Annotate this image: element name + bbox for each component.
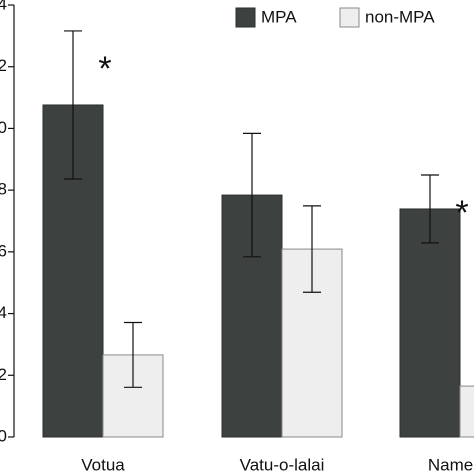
x-tick-label: Namena [428, 455, 474, 474]
bar [459, 385, 474, 438]
legend-label: non-MPA [365, 7, 435, 26]
y-tick-label: 0 [0, 426, 7, 445]
y-tick-label: 2 [0, 56, 7, 75]
bar [399, 208, 461, 438]
y-tick-label: 4 [0, 0, 7, 13]
error-bar [243, 132, 261, 258]
legend-swatch [339, 7, 360, 28]
error-bar [64, 30, 82, 180]
significance-star: * [455, 194, 468, 232]
significance-star: * [98, 50, 111, 88]
y-tick-label: 0 [0, 118, 7, 137]
error-bar [421, 174, 439, 244]
y-tick-label: 4 [0, 303, 7, 322]
error-bar [303, 205, 321, 293]
x-tick-label: Vatu-o-lalai [240, 455, 325, 474]
y-tick-label: 8 [0, 180, 7, 199]
y-tick-label: 6 [0, 241, 7, 260]
x-tick-label: Votua [81, 455, 125, 474]
legend-label: MPA [261, 7, 297, 26]
legend-swatch [235, 7, 256, 28]
error-bar [124, 321, 142, 388]
y-tick-label: 2 [0, 365, 7, 384]
